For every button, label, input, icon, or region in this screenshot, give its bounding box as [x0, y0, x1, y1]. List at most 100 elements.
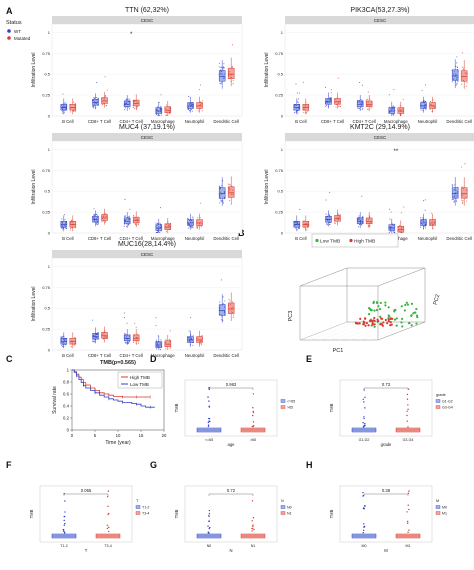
- data-point: [334, 102, 336, 104]
- pca-point-low: [372, 301, 375, 305]
- data-point: [199, 217, 201, 219]
- y-tick-label: 0.75: [42, 51, 51, 56]
- data-point: [125, 103, 127, 105]
- outlier-point: [251, 520, 253, 522]
- data-point: [134, 322, 136, 324]
- data-point: [297, 101, 299, 103]
- data-point: [127, 216, 129, 218]
- data-point: [232, 301, 234, 303]
- data-point: [461, 52, 463, 54]
- data-point: [192, 216, 194, 218]
- data-point: [336, 97, 338, 99]
- legend-swatch: [435, 505, 441, 509]
- data-point: [220, 83, 222, 85]
- data-point: [101, 221, 103, 223]
- data-point: [391, 223, 393, 225]
- data-point: [231, 185, 233, 187]
- data-point: [365, 101, 367, 103]
- data-point: [361, 216, 363, 219]
- data-point: [456, 56, 458, 58]
- data-point: [399, 105, 401, 107]
- y-tick-label: 0: [67, 428, 70, 433]
- data-point: [199, 343, 201, 345]
- data-point: [190, 317, 192, 319]
- data-point: [462, 200, 464, 202]
- data-point: [166, 224, 168, 226]
- data-point: [223, 69, 225, 71]
- data-point: [361, 221, 364, 223]
- data-point: [188, 102, 190, 104]
- data-point: [230, 80, 232, 82]
- box-mutated: [227, 302, 235, 314]
- data-point: [126, 322, 128, 324]
- data-point: [400, 226, 403, 228]
- data-point: [70, 220, 72, 222]
- data-point: [156, 223, 158, 225]
- data-point: [334, 220, 336, 222]
- data-point: [453, 73, 455, 75]
- data-point: [165, 342, 167, 344]
- data-point: [430, 101, 432, 103]
- cube-edge: [299, 267, 348, 287]
- outlier-point: [251, 527, 253, 530]
- data-point: [399, 115, 402, 117]
- data-point: [466, 81, 468, 84]
- outlier-point: [252, 407, 254, 409]
- data-point: [155, 317, 157, 319]
- x-tick-label: Neutrophil: [185, 236, 205, 241]
- data-point: [231, 311, 233, 313]
- data-point: [94, 337, 96, 339]
- legend-title: grade: [436, 393, 446, 397]
- data-point: [101, 97, 103, 100]
- legend-wt-label: WT: [14, 29, 21, 34]
- data-point: [393, 107, 395, 109]
- data-point: [159, 349, 162, 351]
- data-point: [200, 224, 202, 226]
- chart-title: TMB(p=0.565): [100, 360, 136, 366]
- floor-grid: [319, 321, 368, 341]
- data-point: [64, 337, 66, 339]
- data-point: [160, 105, 162, 107]
- data-point: [221, 319, 223, 321]
- significance-mark: *: [130, 32, 133, 38]
- data-point: [433, 107, 435, 109]
- data-point: [325, 199, 327, 201]
- pca-point-low: [395, 317, 398, 320]
- y-tick-label: 0.75: [42, 168, 51, 173]
- data-point: [75, 343, 77, 345]
- data-point: [101, 217, 103, 220]
- pca-point-low: [410, 324, 413, 327]
- data-point: [155, 232, 157, 234]
- data-point: [123, 317, 125, 319]
- data-point: [223, 311, 226, 313]
- data-point: [129, 100, 131, 102]
- data-point: [158, 114, 160, 116]
- data-point: [421, 224, 424, 226]
- data-point: [104, 336, 106, 338]
- data-point: [294, 220, 297, 222]
- pca-point-low: [395, 324, 398, 327]
- infiltration-chart-1: PIK3CA(53,27.3%) CESC 0 0.25 0.5 0.75 1 Infiltr…: [264, 7, 474, 124]
- data-point: [60, 104, 62, 106]
- data-point: [457, 186, 459, 188]
- data-point: [124, 109, 126, 111]
- data-point: [457, 79, 459, 81]
- data-point: [136, 101, 138, 104]
- legend-swatch: [135, 505, 141, 509]
- data-point: [94, 335, 96, 337]
- data-point: [457, 81, 459, 83]
- data-point: [362, 108, 364, 110]
- data-point: [371, 102, 373, 104]
- data-point: [356, 217, 358, 219]
- pca-point-low: [403, 309, 406, 312]
- data-point: [360, 106, 362, 108]
- x-tick-label: Neutrophil: [185, 119, 205, 124]
- data-point: [102, 103, 104, 105]
- data-point: [369, 222, 371, 224]
- data-point: [425, 221, 427, 224]
- data-point: [388, 232, 390, 234]
- data-point: [422, 227, 425, 229]
- data-point: [296, 92, 298, 94]
- data-point: [95, 334, 97, 336]
- data-point: [168, 113, 170, 115]
